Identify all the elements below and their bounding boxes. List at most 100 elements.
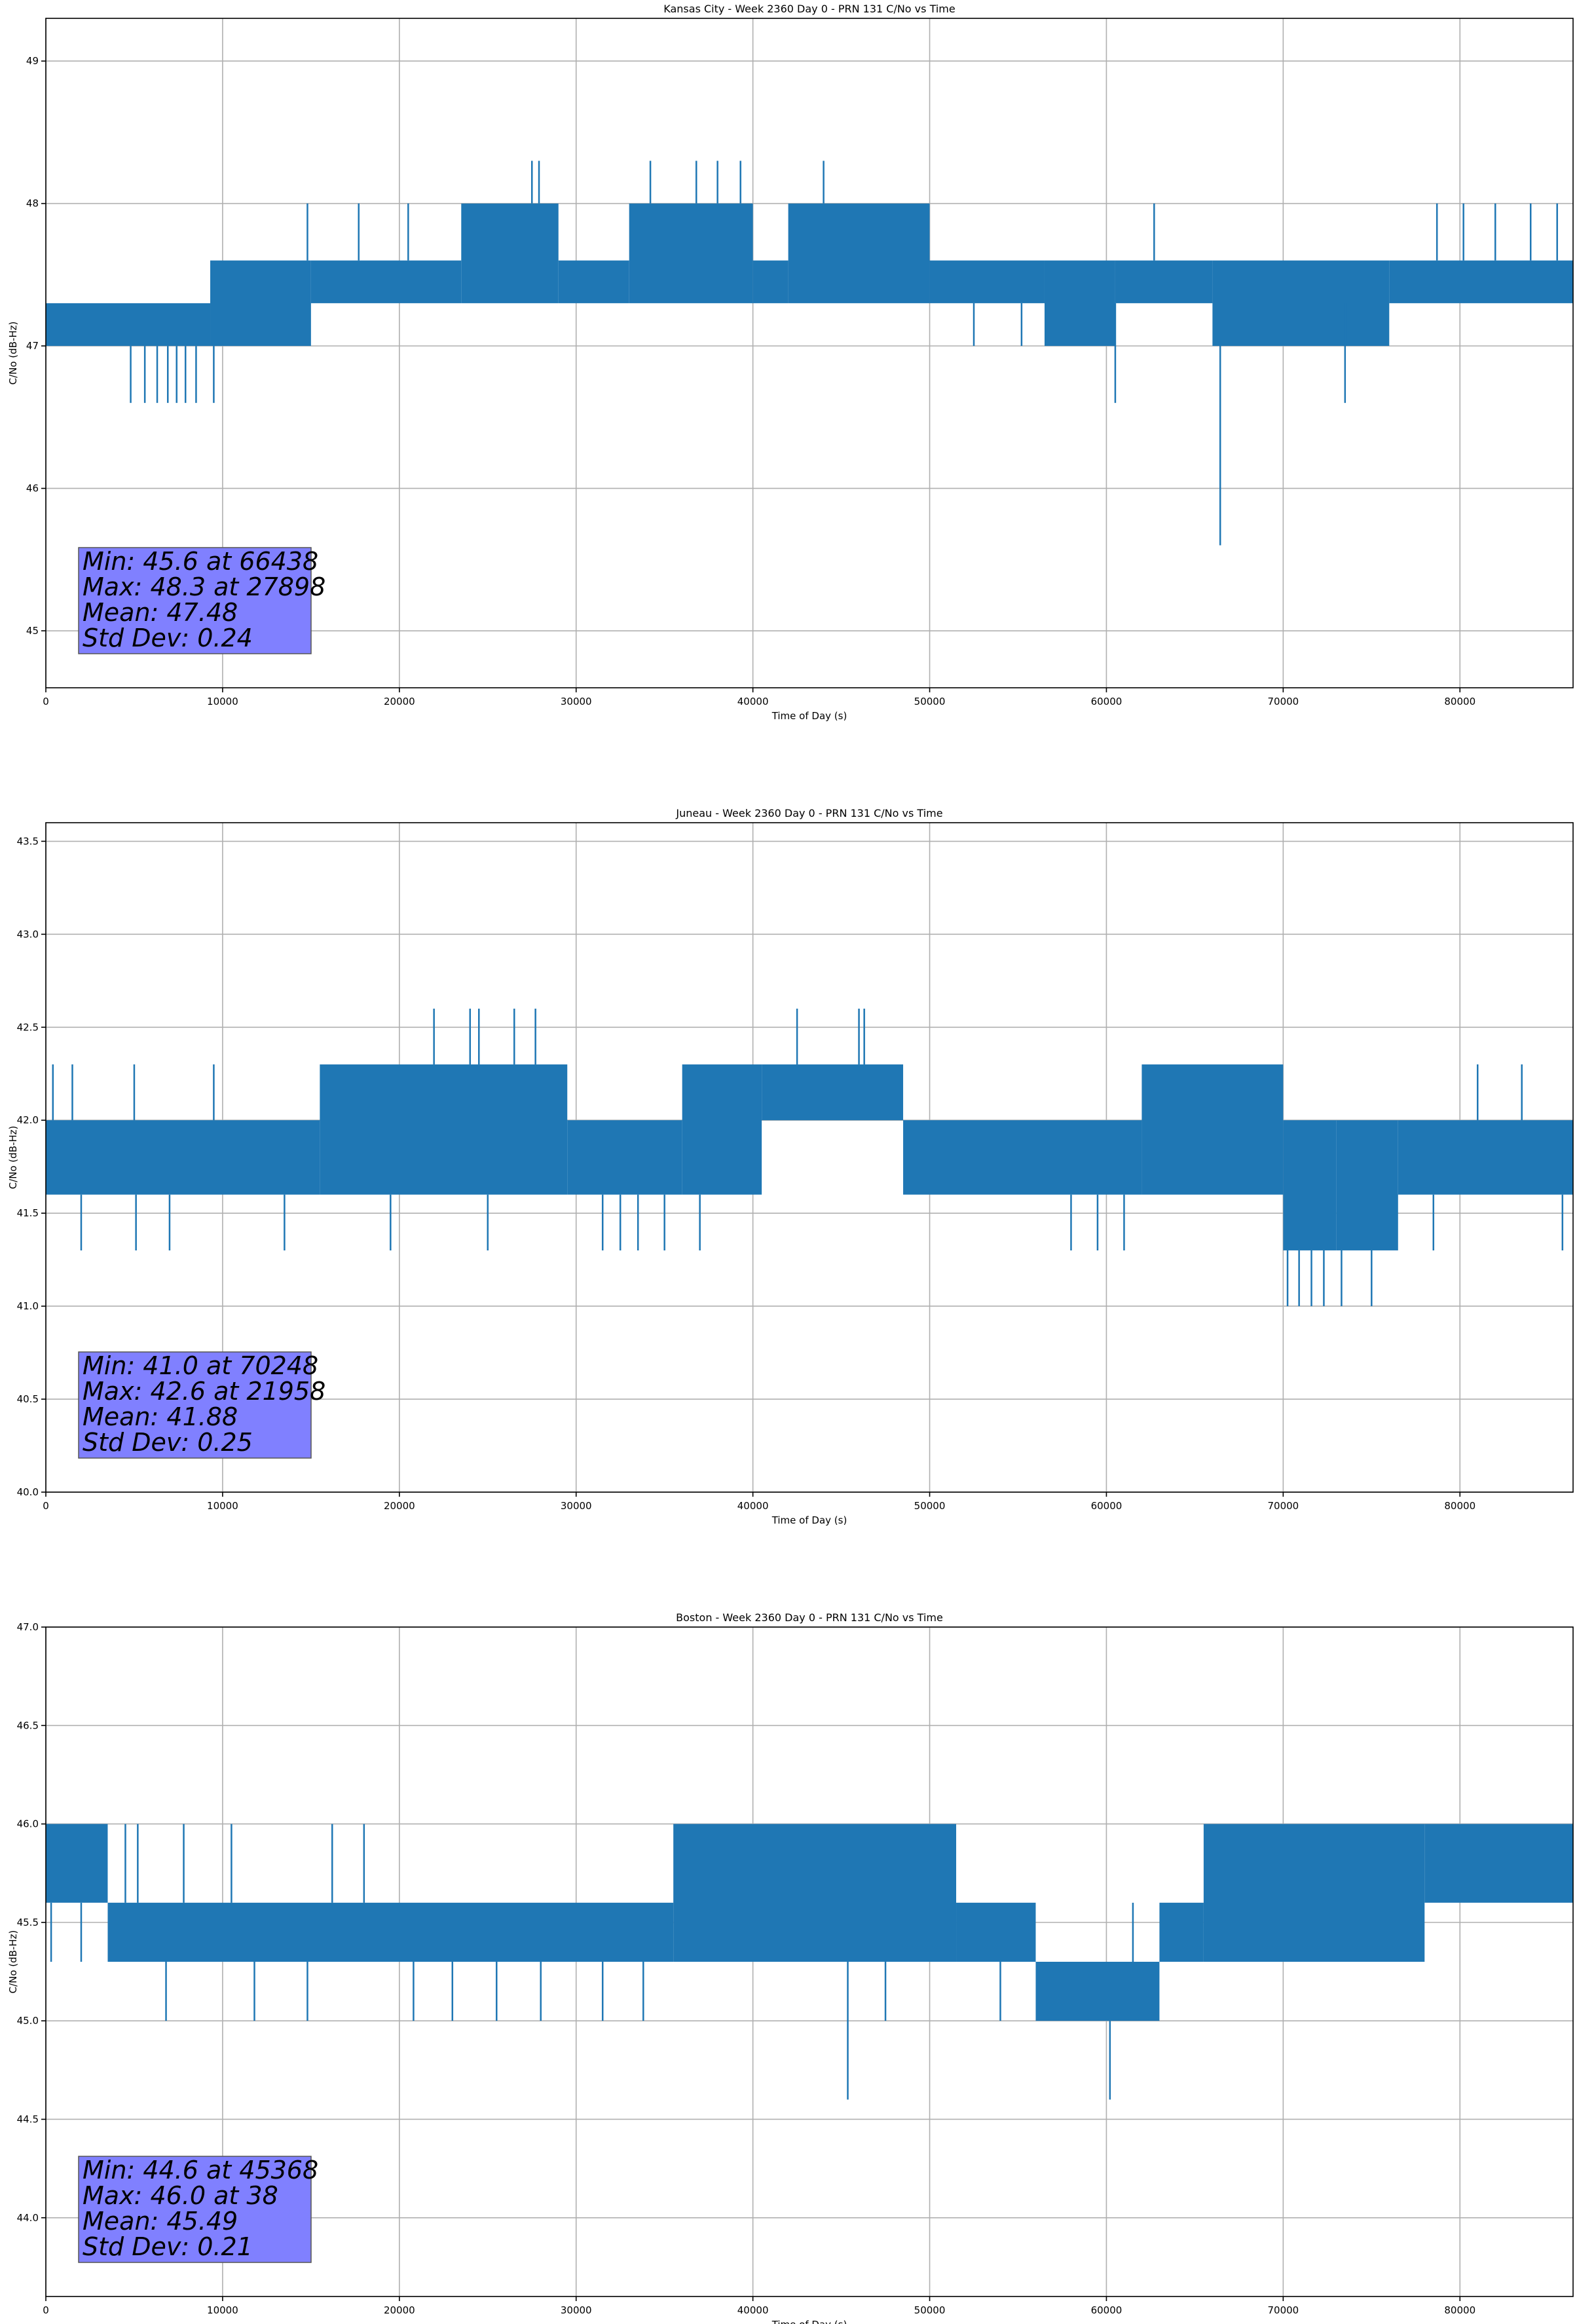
y-tick-label: 44.0	[17, 2212, 39, 2224]
stats-line: Max: 42.6 at 21958	[83, 1377, 325, 1406]
x-axis-label: Time of Day (s)	[771, 2319, 847, 2324]
y-tick-label: 44.5	[17, 2113, 39, 2125]
x-tick-label: 70000	[1267, 2304, 1299, 2316]
y-tick-label: 40.0	[17, 1486, 39, 1498]
y-tick-label: 42.5	[17, 1021, 39, 1033]
data-band	[310, 260, 462, 303]
x-tick-label: 20000	[384, 696, 415, 707]
stats-line: Std Dev: 0.21	[83, 2232, 253, 2261]
data-band	[956, 1902, 1036, 1962]
data-band	[46, 303, 211, 347]
stats-line: Min: 44.6 at 45368	[83, 2156, 318, 2184]
x-tick-label: 10000	[207, 696, 238, 707]
chart-panel-juneau: 0 10000 20000 30000 40000 50000 60000 70000 8000…	[7, 807, 1574, 1526]
stats-line: Std Dev: 0.24	[83, 624, 253, 652]
y-axis-label: C/No (dB-Hz)	[7, 322, 19, 385]
y-tick-label: 46.0	[17, 1818, 39, 1830]
x-tick-label: 20000	[384, 1500, 415, 1512]
x-tick-label: 60000	[1091, 1500, 1122, 1512]
stats-line: Max: 46.0 at 38	[83, 2181, 278, 2210]
data-band	[46, 1824, 108, 1903]
data-band	[320, 1064, 568, 1195]
data-band	[1141, 1064, 1284, 1195]
y-tick-label: 49	[26, 55, 39, 67]
stats-box	[78, 2156, 312, 2263]
x-tick-label: 60000	[1091, 696, 1122, 707]
data-band	[107, 1902, 674, 1962]
x-tick-label: 30000	[561, 696, 592, 707]
y-tick-label: 41.0	[17, 1300, 39, 1312]
data-band	[1389, 260, 1573, 303]
x-tick-label: 80000	[1444, 2304, 1475, 2316]
data-band	[762, 1064, 904, 1121]
y-tick-label: 41.5	[17, 1207, 39, 1219]
x-tick-label: 70000	[1267, 1500, 1299, 1512]
chart-panel-boston: 0 10000 20000 30000 40000 50000 60000 70000 8000…	[7, 1611, 1574, 2324]
chart-panel-kansas-city: 0 10000 20000 30000 40000 50000 60000 70000 8000…	[7, 3, 1574, 722]
y-tick-label: 45.0	[17, 2015, 39, 2027]
y-tick-label: 46.5	[17, 1719, 39, 1731]
x-tick-label: 10000	[207, 1500, 238, 1512]
x-tick-label: 0	[43, 2304, 49, 2316]
data-band	[1159, 1902, 1204, 1962]
cno-series	[46, 160, 1573, 546]
x-tick-label: 20000	[384, 2304, 415, 2316]
y-tick-label: 47	[26, 340, 39, 352]
x-tick-label: 30000	[561, 2304, 592, 2316]
data-band	[46, 1120, 320, 1195]
x-tick-label: 50000	[914, 696, 946, 707]
axes-frame	[45, 822, 1574, 1493]
chart-title: Kansas City - Week 2360 Day 0 - PRN 131 …	[663, 3, 955, 15]
data-band	[629, 203, 753, 303]
data-band	[567, 1120, 682, 1195]
axes-frame	[45, 1626, 1574, 2297]
data-band	[1336, 1120, 1398, 1250]
x-axis-label: Time of Day (s)	[771, 710, 847, 722]
x-tick-label: 70000	[1267, 696, 1299, 707]
stats-box	[78, 1351, 312, 1459]
y-tick-label: 42.0	[17, 1114, 39, 1126]
x-tick-label: 10000	[207, 2304, 238, 2316]
chart-title: Boston - Week 2360 Day 0 - PRN 131 C/No …	[676, 1611, 943, 1624]
stats-line: Mean: 47.48	[83, 598, 238, 627]
data-band	[1424, 1824, 1573, 1903]
y-tick-label: 43.0	[17, 928, 39, 940]
x-tick-label: 0	[43, 1500, 49, 1512]
data-band	[1203, 1824, 1425, 1962]
x-tick-label: 40000	[737, 1500, 769, 1512]
data-band	[788, 203, 930, 303]
data-band	[1044, 260, 1115, 347]
cno-series	[46, 1008, 1573, 1307]
cno-series	[46, 1824, 1573, 2100]
data-band	[1283, 1120, 1337, 1250]
x-tick-label: 40000	[737, 2304, 769, 2316]
data-band	[461, 203, 559, 303]
y-tick-label: 48	[26, 198, 39, 210]
x-tick-label: 80000	[1444, 1500, 1475, 1512]
x-axis-label: Time of Day (s)	[771, 1514, 847, 1526]
y-axis-label: C/No (dB-Hz)	[7, 1126, 19, 1190]
data-band	[1035, 1962, 1160, 2021]
stats-box	[78, 547, 312, 654]
x-tick-label: 40000	[737, 696, 769, 707]
data-band	[929, 260, 1045, 303]
data-band	[210, 260, 311, 347]
y-tick-label: 45.5	[17, 1917, 39, 1928]
data-band	[903, 1120, 1142, 1195]
x-tick-label: 0	[43, 696, 49, 707]
data-band	[682, 1064, 762, 1195]
stats-line: Mean: 41.88	[83, 1402, 238, 1431]
data-band	[1115, 260, 1213, 303]
stats-line: Min: 45.6 at 66438	[83, 547, 318, 576]
stats-line: Min: 41.0 at 70248	[83, 1351, 318, 1380]
x-tick-label: 60000	[1091, 2304, 1122, 2316]
x-tick-label: 80000	[1444, 696, 1475, 707]
y-tick-label: 40.5	[17, 1393, 39, 1405]
stats-line: Mean: 45.49	[83, 2207, 238, 2236]
y-tick-label: 47.0	[17, 1621, 39, 1633]
data-band	[558, 260, 629, 303]
data-band	[673, 1824, 957, 1962]
